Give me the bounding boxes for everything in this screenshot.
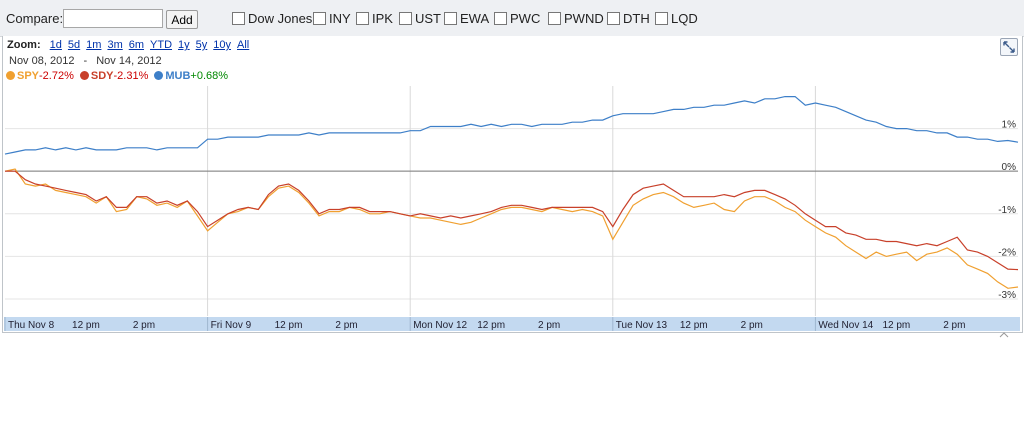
date-range-separator: - [83,55,88,67]
x-tick-label: Thu Nov 8 [8,320,55,331]
legend-item-mub[interactable]: MUB+0.68% [154,70,228,82]
checkbox-label: EWA [460,11,490,26]
x-tick-label: 2 pm [133,320,155,331]
x-tick-label: 12 pm [72,320,100,331]
checkbox-box[interactable] [655,12,668,25]
y-tick-label: 0% [1002,162,1017,173]
series-line-mub [4,95,1019,155]
legend-series-name: MUB [165,70,191,82]
legend-series-name: SPY [17,70,40,82]
zoom-option-all[interactable]: All [237,39,250,51]
zoom-option-10y[interactable]: 10y [213,39,232,51]
y-tick-label: -2% [998,247,1016,258]
legend-item-sdy[interactable]: SDY-2.31% [79,70,149,82]
checkbox-box[interactable] [607,12,620,25]
x-tick-label: 2 pm [335,320,357,331]
zoom-option-5y[interactable]: 5y [195,39,208,51]
y-tick-label: -3% [998,290,1016,301]
checkbox-box[interactable] [494,12,507,25]
resize-grip-icon [999,332,1009,338]
date-range: Nov 08, 2012 - Nov 14, 2012 [9,55,162,67]
chart-legend: SPY-2.72% SDY-2.31% MUB+0.68% [6,70,234,82]
zoom-label: Zoom: [7,39,41,51]
checkbox-box[interactable] [399,12,412,25]
zoom-option-3m[interactable]: 3m [107,39,123,51]
checkbox-label: LQD [671,11,698,26]
date-range-from: Nov 08, 2012 [9,55,75,67]
checkbox-label: DTH [623,11,650,26]
x-axis-band [4,317,1020,331]
x-tick-label: 2 pm [741,320,763,331]
x-tick-label: 12 pm [477,320,505,331]
legend-series-change: -2.31% [113,70,149,82]
checkbox-box[interactable] [548,12,561,25]
checkbox-label: Dow Jones [248,11,313,26]
x-tick-label: Tue Nov 13 [616,320,668,331]
x-tick-label: Mon Nov 12 [413,320,467,331]
y-tick-label: -1% [998,205,1016,216]
x-tick-label: 2 pm [943,320,965,331]
series-line-sdy [5,170,1019,271]
chart-panel [2,36,1023,333]
checkbox-label: IPK [372,11,393,26]
checkbox-label: INY [329,11,351,26]
checkbox-box[interactable] [356,12,369,25]
compare-label: Compare: [6,11,64,26]
zoom-option-1y[interactable]: 1y [178,39,190,51]
legend-series-name: SDY [90,70,114,82]
legend-dot-icon [154,71,164,80]
x-tick-label: 2 pm [538,320,560,331]
legend-series-change: +0.68% [190,70,229,82]
zoom-option-ytd[interactable]: YTD [150,39,173,51]
checkbox-label: PWC [510,11,541,26]
zoom-bar: Zoom: 1d 5d 1m 3m 6m YTD 1y 5y 10y All [7,39,255,51]
legend-item-spy[interactable]: SPY-2.72% [6,70,74,82]
zoom-option-1m[interactable]: 1m [86,39,102,51]
zoom-option-5d[interactable]: 5d [67,39,81,51]
x-tick-label: Wed Nov 14 [818,320,873,331]
checkbox-label: PWND [564,11,604,26]
x-tick-label: 12 pm [275,320,303,331]
y-tick-label: 1% [1002,120,1017,131]
checkbox-box[interactable] [444,12,457,25]
x-tick-label: Fri Nov 9 [211,320,252,331]
x-tick-label: 12 pm [680,320,708,331]
x-tick-label: 12 pm [882,320,910,331]
legend-series-change: -2.72% [39,70,74,82]
zoom-option-6m[interactable]: 6m [128,39,145,51]
date-range-to: Nov 14, 2012 [96,55,162,67]
checkbox-box[interactable] [313,12,326,25]
legend-dot-icon [6,71,15,80]
add-button[interactable]: Add [166,10,198,29]
checkbox-box[interactable] [232,12,245,25]
series-line-spy [4,168,1019,289]
expand-icon [1003,41,1015,53]
checkbox-label: UST [415,11,441,26]
legend-dot-icon [79,71,89,80]
expand-chart-button[interactable] [1000,38,1018,56]
zoom-option-1d[interactable]: 1d [49,39,62,51]
compare-toolbar: Compare: Add Dow Jones INY IPK UST EWA PWC PWN… [0,0,1024,37]
compare-input[interactable] [63,9,163,28]
